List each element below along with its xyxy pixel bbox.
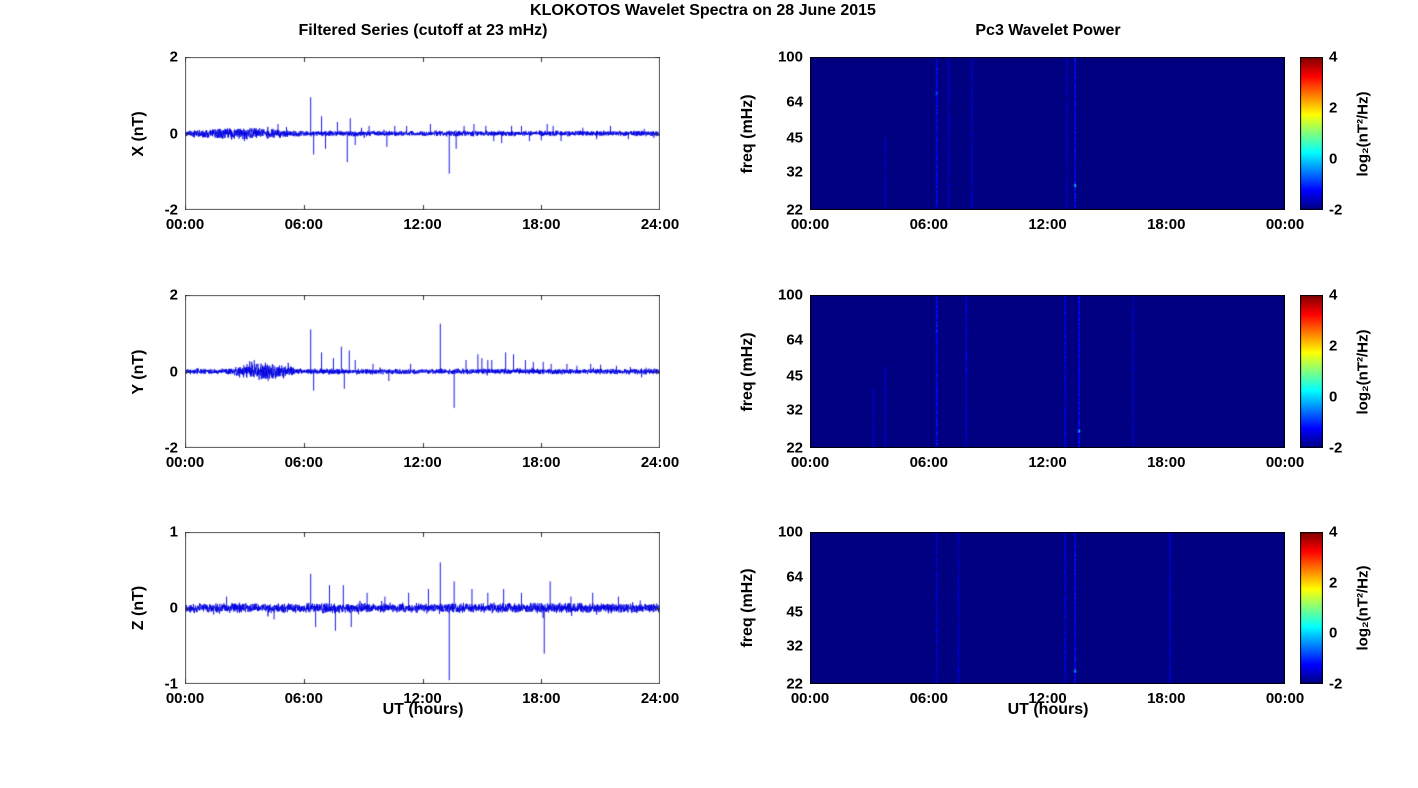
x-series-ylabel: X (nT) bbox=[130, 110, 147, 157]
right-xlabel: UT (hours) bbox=[1007, 701, 1089, 718]
y-tick-label: 64 bbox=[786, 568, 803, 586]
x-tick-label: 18:00 bbox=[522, 690, 561, 707]
y-series-plot: Y (nT) 00:00 06:00 12:00 18:00 24:00 2 0 -2 bbox=[130, 287, 679, 472]
x-tick-label: 06:00 bbox=[284, 690, 323, 707]
y-tick-label: 1 bbox=[169, 523, 178, 541]
x-tick-label: 06:00 bbox=[284, 216, 323, 233]
y-tick-label: 45 bbox=[786, 129, 803, 147]
y-spectrogram-ylabel: freq (mHz) bbox=[739, 331, 756, 412]
colorbar-tick-label: 4 bbox=[1329, 48, 1338, 66]
left-xlabel: UT (hours) bbox=[382, 701, 464, 718]
colorbar-tick-label: -2 bbox=[1329, 675, 1343, 693]
y-series-canvas bbox=[185, 295, 660, 448]
x-tick-label: 18:00 bbox=[1147, 690, 1186, 707]
z-spectrogram-canvas bbox=[810, 532, 1285, 684]
colorbar-y: log₂(nT²/Hz) 4 2 0 -2 bbox=[1300, 287, 1372, 457]
x-tick-label: 12:00 bbox=[403, 454, 442, 471]
x-series-plot: X (nT) 00:00 06:00 12:00 18:00 24:00 2 0 -2 bbox=[130, 49, 679, 234]
y-tick-label: 100 bbox=[777, 523, 803, 541]
y-tick-label: -2 bbox=[164, 439, 178, 457]
y-tick-label: 0 bbox=[169, 125, 178, 142]
y-tick-label: -1 bbox=[164, 675, 178, 693]
y-tick-label: 100 bbox=[777, 286, 803, 304]
x-tick-label: 18:00 bbox=[1147, 216, 1186, 233]
y-series-ylabel: Y (nT) bbox=[130, 348, 147, 395]
z-wavelet-spectrogram: freq (mHz) 00:00 06:00 12:00 18:00 00:00 100 6… bbox=[739, 524, 1304, 708]
x-tick-label: 00:00 bbox=[1265, 454, 1305, 471]
y-tick-label: 45 bbox=[786, 603, 803, 621]
colorbar-tick-label: 4 bbox=[1329, 286, 1338, 304]
x-tick-label: 18:00 bbox=[522, 216, 561, 233]
x-tick-label: 00:00 bbox=[165, 690, 205, 707]
x-tick-label: 12:00 bbox=[1028, 454, 1067, 471]
x-tick-label: 12:00 bbox=[1028, 216, 1067, 233]
y-tick-label: 0 bbox=[169, 599, 178, 617]
x-spectrogram-ylabel: freq (mHz) bbox=[739, 93, 756, 174]
colorbar-x-label: log₂(nT²/Hz) bbox=[1354, 91, 1372, 176]
x-tick-label: 12:00 bbox=[1028, 690, 1067, 707]
colorbar-tick-label: 4 bbox=[1329, 523, 1338, 541]
colorbar-tick-label: 2 bbox=[1329, 99, 1338, 117]
y-tick-label: 100 bbox=[777, 48, 803, 66]
y-tick-label: 2 bbox=[169, 286, 178, 304]
colorbar-z: log₂(nT²/Hz) 4 2 0 -2 bbox=[1300, 524, 1372, 693]
colorbar-tick-label: 0 bbox=[1329, 150, 1338, 168]
x-series-canvas bbox=[185, 57, 660, 210]
y-tick-label: 45 bbox=[786, 367, 803, 385]
colorbar-tick-label: -2 bbox=[1329, 201, 1343, 219]
colorbar-tick-label: 0 bbox=[1329, 388, 1338, 406]
y-spectrogram-canvas bbox=[810, 295, 1285, 448]
x-tick-label: 18:00 bbox=[1147, 454, 1186, 471]
colorbar-tick-label: -2 bbox=[1329, 439, 1343, 457]
y-tick-label: -2 bbox=[164, 201, 178, 219]
colorbar-x-canvas bbox=[1300, 57, 1323, 210]
figure-title: KLOKOTOS Wavelet Spectra on 28 June 2015 bbox=[530, 2, 876, 19]
colorbar-tick-label: 0 bbox=[1329, 624, 1338, 642]
x-tick-label: 00:00 bbox=[1265, 690, 1305, 707]
x-tick-label: 18:00 bbox=[522, 454, 561, 471]
colorbar-y-canvas bbox=[1300, 295, 1323, 448]
colorbar-x: log₂(nT²/Hz) 4 2 0 -2 bbox=[1300, 49, 1372, 219]
y-tick-label: 2 bbox=[169, 48, 178, 66]
x-tick-label: 00:00 bbox=[790, 216, 830, 233]
colorbar-z-label: log₂(nT²/Hz) bbox=[1354, 565, 1372, 651]
z-series-plot: Z (nT) 00:00 06:00 12:00 18:00 24:00 1 0 -1 bbox=[130, 524, 679, 708]
y-tick-label: 32 bbox=[786, 401, 803, 419]
x-tick-label: 12:00 bbox=[403, 690, 442, 707]
x-tick-label: 06:00 bbox=[284, 454, 323, 471]
z-series-ylabel: Z (nT) bbox=[130, 585, 147, 631]
x-tick-label: 00:00 bbox=[1265, 216, 1305, 233]
x-wavelet-spectrogram: freq (mHz) 00:00 06:00 12:00 18:00 00:00 100 6… bbox=[739, 49, 1304, 234]
y-tick-label: 0 bbox=[169, 363, 178, 380]
x-tick-label: 00:00 bbox=[790, 454, 830, 471]
y-tick-label: 32 bbox=[786, 637, 803, 655]
left-column-title: Filtered Series (cutoff at 23 mHz) bbox=[298, 22, 548, 39]
x-tick-label: 00:00 bbox=[165, 454, 205, 471]
x-tick-label: 06:00 bbox=[909, 454, 948, 471]
colorbar-z-canvas bbox=[1300, 532, 1323, 684]
y-tick-label: 32 bbox=[786, 163, 803, 181]
y-tick-label: 64 bbox=[786, 93, 803, 111]
x-tick-label: 24:00 bbox=[640, 690, 680, 707]
x-tick-label: 24:00 bbox=[640, 454, 680, 471]
x-tick-label: 12:00 bbox=[403, 216, 442, 233]
y-tick-label: 22 bbox=[786, 675, 803, 693]
y-tick-label: 22 bbox=[786, 439, 803, 457]
x-tick-label: 00:00 bbox=[790, 690, 830, 707]
z-spectrogram-ylabel: freq (mHz) bbox=[739, 568, 756, 648]
colorbar-tick-label: 2 bbox=[1329, 337, 1338, 355]
x-tick-label: 24:00 bbox=[640, 216, 680, 233]
y-tick-label: 64 bbox=[786, 331, 803, 349]
z-series-canvas bbox=[185, 532, 660, 684]
x-spectrogram-canvas bbox=[810, 57, 1285, 210]
x-tick-label: 00:00 bbox=[165, 216, 205, 233]
right-column-title: Pc3 Wavelet Power bbox=[975, 22, 1121, 39]
colorbar-tick-label: 2 bbox=[1329, 574, 1338, 592]
y-tick-label: 22 bbox=[786, 201, 803, 219]
x-tick-label: 06:00 bbox=[909, 690, 948, 707]
colorbar-y-label: log₂(nT²/Hz) bbox=[1354, 329, 1372, 414]
y-wavelet-spectrogram: freq (mHz) 00:00 06:00 12:00 18:00 00:00 100 6… bbox=[739, 287, 1304, 472]
x-tick-label: 06:00 bbox=[909, 216, 948, 233]
